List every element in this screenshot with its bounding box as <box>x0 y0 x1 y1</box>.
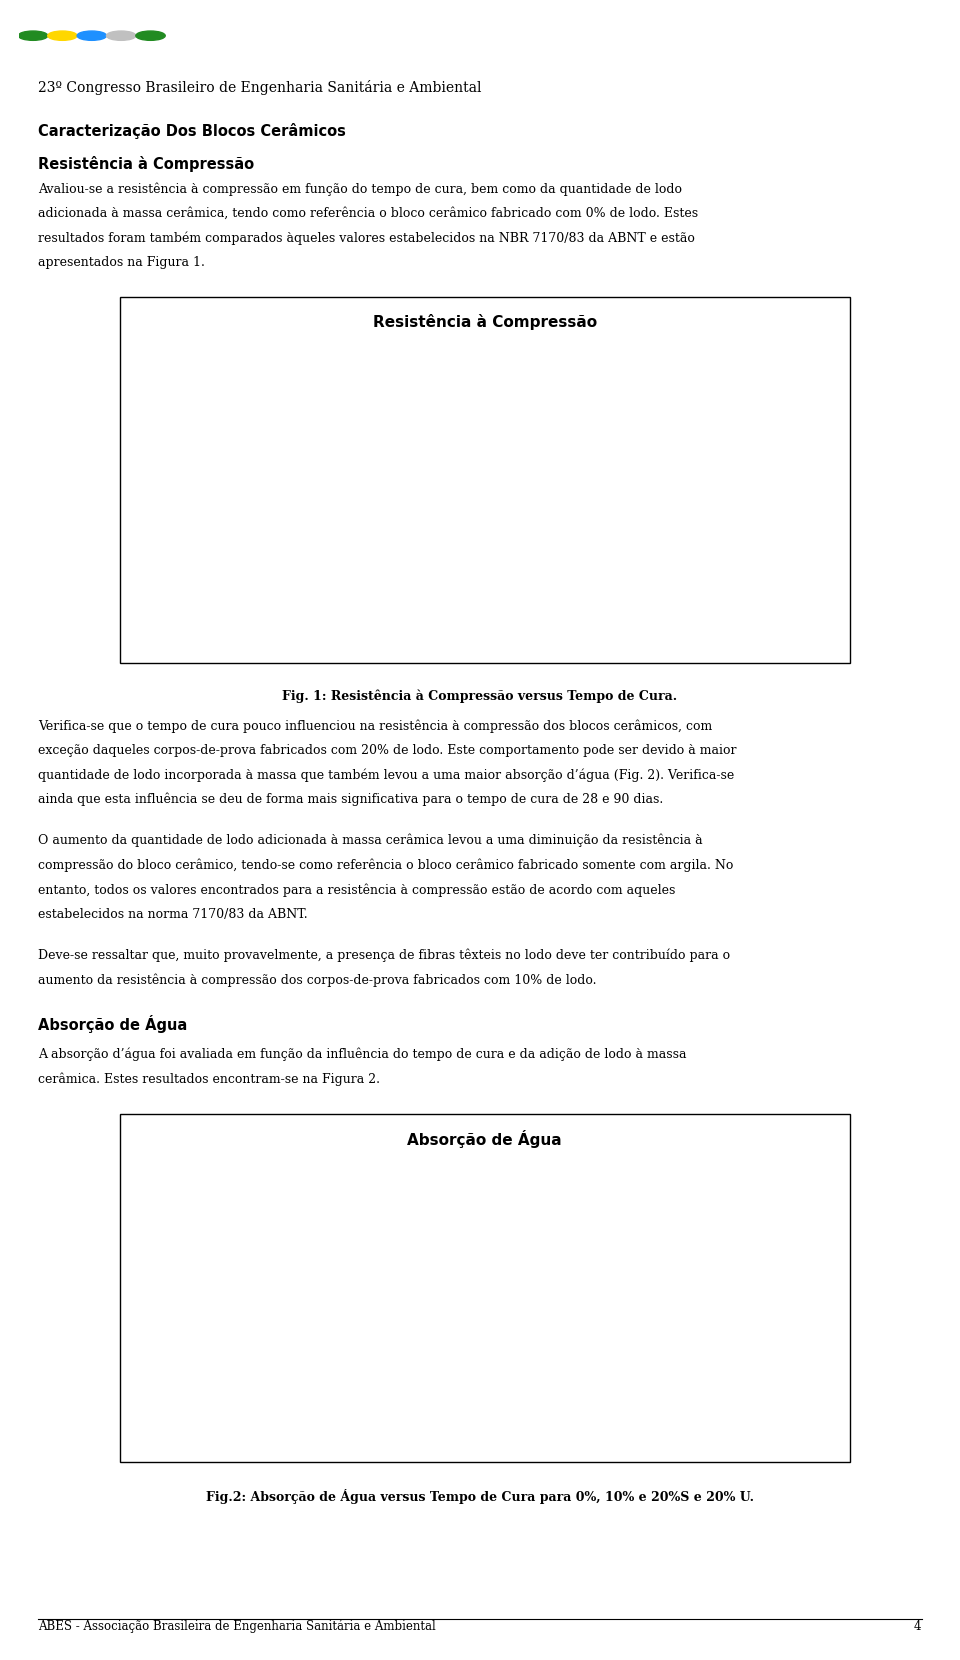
Text: Resistência à Compressão: Resistência à Compressão <box>38 156 254 173</box>
20% U <box>619 1260 631 1280</box>
Text: Absorção de Água: Absorção de Água <box>407 1130 563 1149</box>
Text: estabelecidos na norma 7170/83 da ABNT.: estabelecidos na norma 7170/83 da ABNT. <box>38 908 308 921</box>
Y-axis label: RC (MPa): RC (MPa) <box>165 458 179 520</box>
20% U <box>327 478 339 498</box>
Argila <box>619 1361 631 1381</box>
Text: ABES - Associação Brasileira de Engenharia Sanitária e Ambiental: ABES - Associação Brasileira de Engenhar… <box>38 1620 436 1633</box>
20% U <box>228 1215 240 1235</box>
Argila <box>228 1365 240 1384</box>
Text: Verifica-se que o tempo de cura pouco influenciou na resistência à compressão do: Verifica-se que o tempo de cura pouco in… <box>38 719 712 732</box>
Text: Caracterização Dos Blocos Cerâmicos: Caracterização Dos Blocos Cerâmicos <box>38 123 347 139</box>
Argila <box>327 445 339 465</box>
20% S <box>327 1235 339 1255</box>
Circle shape <box>107 32 135 40</box>
Text: Resistência à Compressão: Resistência à Compressão <box>372 314 597 330</box>
Argila <box>327 1363 339 1383</box>
Argila <box>228 480 240 500</box>
Y-axis label: Absorção (%): Absorção (%) <box>157 1253 171 1338</box>
20% S <box>228 1247 240 1267</box>
10% <box>228 1368 240 1388</box>
Line: 20% S: 20% S <box>229 1222 630 1262</box>
Text: 4: 4 <box>914 1620 922 1633</box>
20% U <box>262 495 274 515</box>
Line: 10%: 10% <box>229 1325 630 1383</box>
20% S <box>327 461 339 481</box>
Text: O aumento da quantidade de lodo adicionada à massa cerâmica levou a uma diminuiç: O aumento da quantidade de lodo adiciona… <box>38 833 703 848</box>
Line: 10%: 10% <box>229 413 630 456</box>
Circle shape <box>135 32 165 40</box>
20% U <box>228 551 240 571</box>
Text: apresentados na Figura 1.: apresentados na Figura 1. <box>38 256 205 269</box>
20% S <box>619 1217 631 1237</box>
Text: Avaliou-se a resistência à compressão em função do tempo de cura, bem como da qu: Avaliou-se a resistência à compressão em… <box>38 183 683 196</box>
Text: Deve-se ressaltar que, muito provavelmente, a presença de fibras têxteis no lodo: Deve-se ressaltar que, muito provavelmen… <box>38 950 731 963</box>
Line: Argila: Argila <box>229 430 630 495</box>
20% S <box>619 505 631 525</box>
Argila <box>262 437 274 457</box>
Text: entanto, todos os valores encontrados para a resistência à compressão estão de a: entanto, todos os valores encontrados pa… <box>38 883 676 896</box>
10% <box>327 418 339 438</box>
Argila <box>619 425 631 445</box>
Line: 20% U: 20% U <box>229 476 630 566</box>
10% <box>228 442 240 461</box>
10% <box>619 408 631 428</box>
20% S <box>228 581 240 601</box>
20% U <box>619 471 631 491</box>
Text: aumento da resistência à compressão dos corpos-de-prova fabricados com 10% de lo: aumento da resistência à compressão dos … <box>38 973 597 988</box>
Circle shape <box>77 32 107 40</box>
Circle shape <box>18 32 48 40</box>
10% <box>262 435 274 455</box>
20% U <box>327 1218 339 1238</box>
10% <box>327 1361 339 1381</box>
Text: Fig. 1: Resistência à Compressão versus Tempo de Cura.: Fig. 1: Resistência à Compressão versus … <box>282 689 678 702</box>
Text: exceção daqueles corpos-de-prova fabricados com 20% de lodo. Este comportamento : exceção daqueles corpos-de-prova fabrica… <box>38 744 737 757</box>
10% <box>619 1320 631 1340</box>
Text: quantidade de lodo incorporada à massa que também levou a uma maior absorção d’á: quantidade de lodo incorporada à massa q… <box>38 769 734 782</box>
Text: adicionada à massa cerâmica, tendo como referência o bloco cerâmico fabricado co: adicionada à massa cerâmica, tendo como … <box>38 208 699 221</box>
Text: Absorção de Água: Absorção de Água <box>38 1014 187 1033</box>
Text: A absorção d’água foi avaliada em função da influência do tempo de cura e da adi: A absorção d’água foi avaliada em função… <box>38 1047 687 1061</box>
Circle shape <box>48 32 77 40</box>
Text: 23º Congresso Brasileiro de Engenharia Sanitária e Ambiental: 23º Congresso Brasileiro de Engenharia S… <box>38 80 482 95</box>
Line: 20% U: 20% U <box>229 1220 630 1275</box>
X-axis label: Tempo de Cura (dias): Tempo de Cura (dias) <box>369 1449 505 1462</box>
Line: Argila: Argila <box>229 1366 630 1379</box>
Text: Fig.2: Absorção de Água versus Tempo de Cura para 0%, 10% e 20%S e 20% U.: Fig.2: Absorção de Água versus Tempo de … <box>206 1489 754 1504</box>
X-axis label: Tempo de cura (dias): Tempo de cura (dias) <box>370 649 504 662</box>
Line: 20% S: 20% S <box>229 466 630 596</box>
Legend: Argila, 10%, 20% S, 20% U: Argila, 10%, 20% S, 20% U <box>697 1257 783 1336</box>
Text: compressão do bloco cerâmico, tendo-se como referência o bloco cerâmico fabricad: compressão do bloco cerâmico, tendo-se c… <box>38 858 733 872</box>
Text: ainda que esta influência se deu de forma mais significativa para o tempo de cur: ainda que esta influência se deu de form… <box>38 793 663 807</box>
Text: cerâmica. Estes resultados encontram-se na Figura 2.: cerâmica. Estes resultados encontram-se … <box>38 1072 380 1086</box>
20% S <box>262 481 274 501</box>
Legend: Argila, 10%, 20% S, 20% U: Argila, 10%, 20% S, 20% U <box>697 448 783 528</box>
Text: resultados foram também comparados àqueles valores estabelecidos na NBR 7170/83 : resultados foram também comparados àquel… <box>38 232 695 246</box>
